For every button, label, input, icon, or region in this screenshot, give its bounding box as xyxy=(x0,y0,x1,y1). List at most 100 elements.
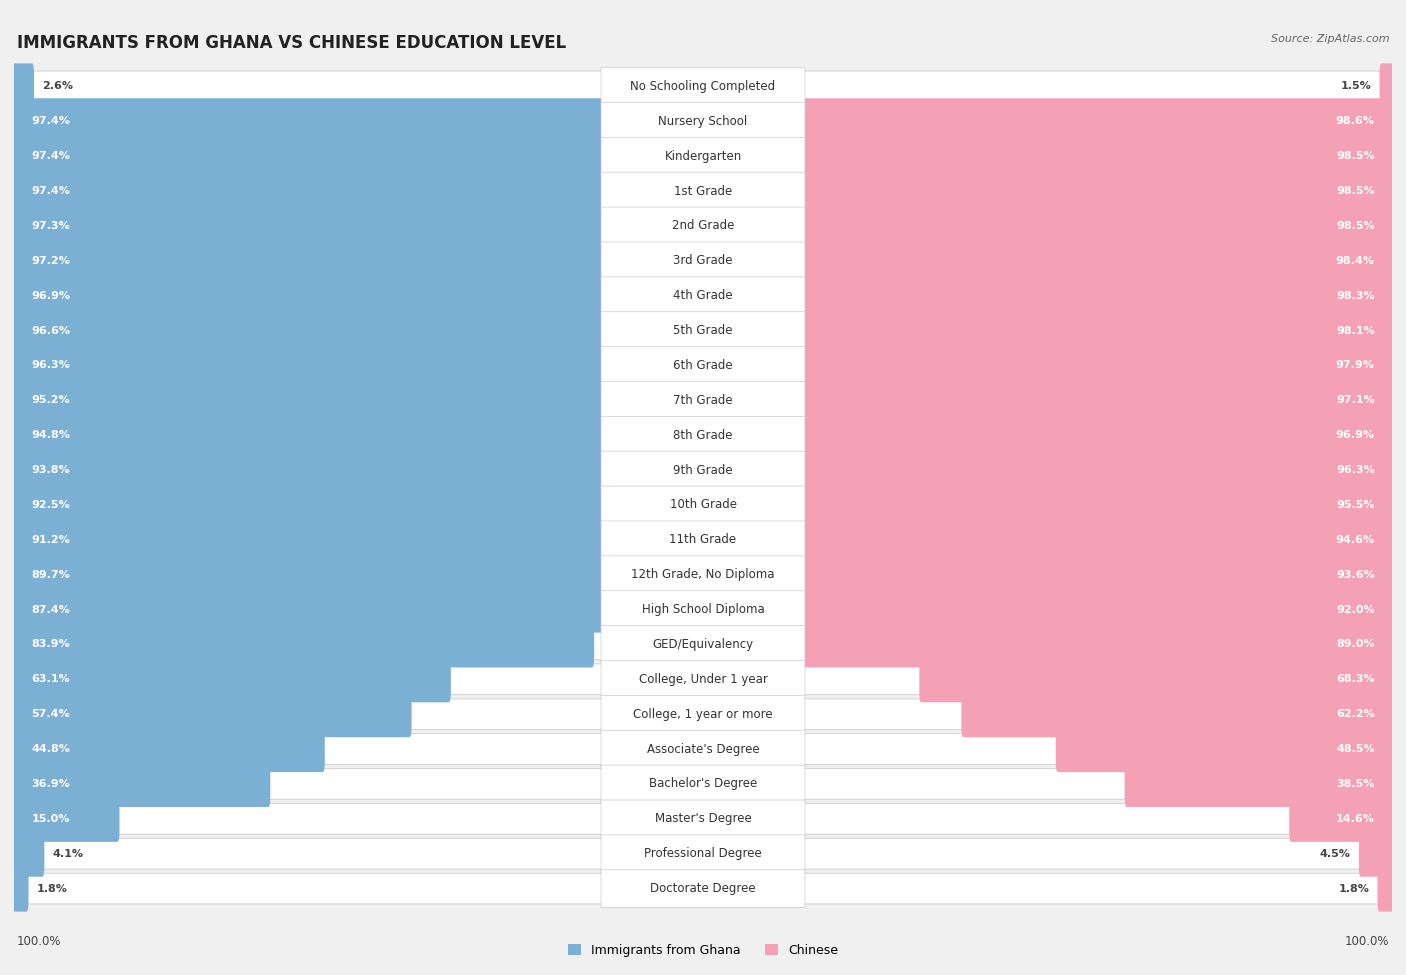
FancyBboxPatch shape xyxy=(13,342,679,388)
Text: 91.2%: 91.2% xyxy=(31,535,70,545)
Text: 1.8%: 1.8% xyxy=(37,883,67,894)
FancyBboxPatch shape xyxy=(738,517,1393,563)
Text: 3rd Grade: 3rd Grade xyxy=(673,254,733,267)
FancyBboxPatch shape xyxy=(600,765,806,802)
Text: 14.6%: 14.6% xyxy=(1336,814,1375,824)
FancyBboxPatch shape xyxy=(14,350,1392,381)
Text: 100.0%: 100.0% xyxy=(17,935,62,948)
Text: 7th Grade: 7th Grade xyxy=(673,394,733,407)
FancyBboxPatch shape xyxy=(14,281,1392,311)
FancyBboxPatch shape xyxy=(13,621,595,668)
FancyBboxPatch shape xyxy=(13,691,412,737)
FancyBboxPatch shape xyxy=(14,176,1392,207)
FancyBboxPatch shape xyxy=(600,242,806,280)
Text: High School Diploma: High School Diploma xyxy=(641,604,765,616)
Text: 97.1%: 97.1% xyxy=(1336,395,1375,406)
Text: 96.3%: 96.3% xyxy=(1336,465,1375,475)
Text: 87.4%: 87.4% xyxy=(31,604,70,614)
Text: 5th Grade: 5th Grade xyxy=(673,324,733,337)
FancyBboxPatch shape xyxy=(1125,760,1393,807)
FancyBboxPatch shape xyxy=(13,273,683,319)
Text: 15.0%: 15.0% xyxy=(31,814,70,824)
Text: 92.5%: 92.5% xyxy=(31,500,70,510)
FancyBboxPatch shape xyxy=(14,454,1392,486)
Text: 1.5%: 1.5% xyxy=(1340,81,1371,92)
Text: 89.0%: 89.0% xyxy=(1336,640,1375,649)
FancyBboxPatch shape xyxy=(716,342,1393,388)
Text: 2.6%: 2.6% xyxy=(42,81,73,92)
Text: 68.3%: 68.3% xyxy=(1336,675,1375,684)
FancyBboxPatch shape xyxy=(13,412,669,458)
Text: College, Under 1 year: College, Under 1 year xyxy=(638,673,768,685)
FancyBboxPatch shape xyxy=(14,420,1392,450)
FancyBboxPatch shape xyxy=(600,346,806,384)
FancyBboxPatch shape xyxy=(600,207,806,245)
FancyBboxPatch shape xyxy=(13,587,619,633)
Text: 89.7%: 89.7% xyxy=(31,569,70,580)
Text: 1.8%: 1.8% xyxy=(1339,883,1369,894)
FancyBboxPatch shape xyxy=(14,489,1392,521)
FancyBboxPatch shape xyxy=(13,307,682,354)
Text: 97.3%: 97.3% xyxy=(31,221,70,231)
Text: 6th Grade: 6th Grade xyxy=(673,359,733,371)
Text: 98.4%: 98.4% xyxy=(1336,255,1375,266)
FancyBboxPatch shape xyxy=(14,71,1392,101)
Text: Source: ZipAtlas.com: Source: ZipAtlas.com xyxy=(1271,34,1389,44)
FancyBboxPatch shape xyxy=(711,168,1393,214)
Text: 97.4%: 97.4% xyxy=(31,116,70,127)
Text: Associate's Degree: Associate's Degree xyxy=(647,743,759,756)
Text: No Schooling Completed: No Schooling Completed xyxy=(630,80,776,93)
Text: 63.1%: 63.1% xyxy=(31,675,70,684)
Text: 96.9%: 96.9% xyxy=(1336,430,1375,440)
FancyBboxPatch shape xyxy=(745,552,1393,598)
FancyBboxPatch shape xyxy=(920,656,1393,702)
Text: GED/Equivalency: GED/Equivalency xyxy=(652,638,754,651)
FancyBboxPatch shape xyxy=(13,866,28,912)
FancyBboxPatch shape xyxy=(13,517,644,563)
FancyBboxPatch shape xyxy=(733,482,1393,527)
FancyBboxPatch shape xyxy=(14,699,1392,729)
FancyBboxPatch shape xyxy=(600,730,806,768)
FancyBboxPatch shape xyxy=(600,660,806,698)
FancyBboxPatch shape xyxy=(710,98,1393,144)
FancyBboxPatch shape xyxy=(600,312,806,349)
Text: Professional Degree: Professional Degree xyxy=(644,847,762,860)
Text: 57.4%: 57.4% xyxy=(31,709,70,720)
Text: 4th Grade: 4th Grade xyxy=(673,290,733,302)
FancyBboxPatch shape xyxy=(14,315,1392,346)
FancyBboxPatch shape xyxy=(13,656,451,702)
Text: 2nd Grade: 2nd Grade xyxy=(672,219,734,232)
FancyBboxPatch shape xyxy=(13,203,686,249)
FancyBboxPatch shape xyxy=(14,803,1392,835)
Text: Doctorate Degree: Doctorate Degree xyxy=(650,882,756,895)
Text: 48.5%: 48.5% xyxy=(1336,744,1375,754)
FancyBboxPatch shape xyxy=(600,800,806,838)
FancyBboxPatch shape xyxy=(600,416,806,454)
Text: 98.1%: 98.1% xyxy=(1336,326,1375,335)
Text: 94.6%: 94.6% xyxy=(1336,535,1375,545)
FancyBboxPatch shape xyxy=(14,664,1392,694)
Legend: Immigrants from Ghana, Chinese: Immigrants from Ghana, Chinese xyxy=(564,939,842,961)
FancyBboxPatch shape xyxy=(600,835,806,873)
Text: 97.4%: 97.4% xyxy=(31,186,70,196)
FancyBboxPatch shape xyxy=(600,521,806,559)
FancyBboxPatch shape xyxy=(600,381,806,419)
FancyBboxPatch shape xyxy=(13,134,688,179)
Text: 96.6%: 96.6% xyxy=(31,326,70,335)
FancyBboxPatch shape xyxy=(600,137,806,175)
FancyBboxPatch shape xyxy=(723,412,1393,458)
FancyBboxPatch shape xyxy=(13,63,34,109)
FancyBboxPatch shape xyxy=(756,587,1393,633)
Text: 97.2%: 97.2% xyxy=(31,255,70,266)
FancyBboxPatch shape xyxy=(713,273,1393,319)
Text: 1st Grade: 1st Grade xyxy=(673,184,733,198)
Text: 93.6%: 93.6% xyxy=(1336,569,1375,580)
FancyBboxPatch shape xyxy=(14,385,1392,415)
FancyBboxPatch shape xyxy=(13,796,120,841)
FancyBboxPatch shape xyxy=(1378,866,1393,912)
Text: 10th Grade: 10th Grade xyxy=(669,498,737,512)
FancyBboxPatch shape xyxy=(600,591,806,629)
Text: 95.2%: 95.2% xyxy=(31,395,70,406)
FancyBboxPatch shape xyxy=(13,377,672,423)
Text: 97.9%: 97.9% xyxy=(1336,361,1375,370)
